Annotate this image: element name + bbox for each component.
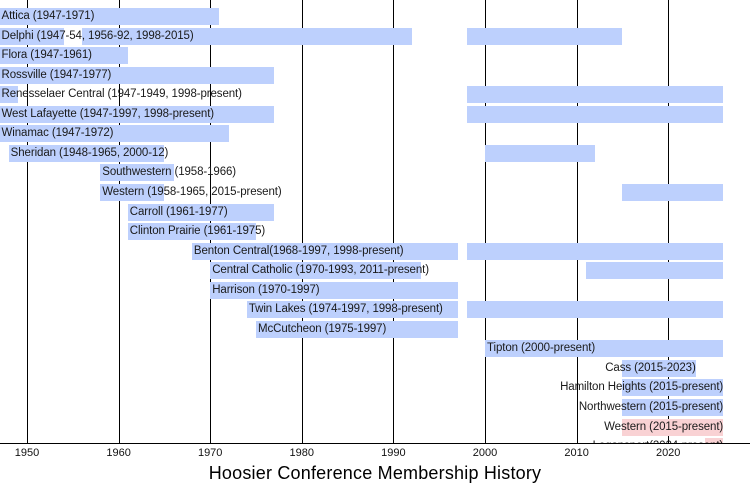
x-axis-baseline (0, 443, 750, 444)
x-tick-label-1960: 1960 (106, 447, 131, 459)
timeline-bar[interactable] (466, 105, 724, 123)
x-tick-label-2010: 2010 (564, 447, 589, 459)
timeline-bar[interactable] (0, 27, 64, 45)
timeline-row[interactable]: Central Catholic (1970-1993, 2011-presen… (0, 262, 750, 280)
timeline-bar[interactable] (704, 438, 724, 443)
timeline-row-label: Harrison (1970-1997) (212, 283, 320, 296)
timeline-bar[interactable] (466, 242, 724, 260)
gridline-2010 (576, 0, 578, 443)
timeline-row[interactable]: Tipton (2000-present) (0, 340, 750, 358)
timeline-row[interactable]: Clinton Prairie (1961-1975) (0, 223, 750, 241)
timeline-row[interactable]: Rossville (1947-1977) (0, 66, 750, 84)
gridline-2020 (668, 0, 670, 443)
timeline-bar[interactable] (81, 27, 412, 45)
timeline-bar[interactable] (585, 262, 724, 280)
timeline-row-label: McCutcheon (1975-1997) (258, 322, 387, 335)
timeline-row-label: Western (1958-1965, 2015-present) (102, 185, 282, 198)
timeline-row[interactable]: Hamilton Heights (2015-present) (0, 379, 750, 397)
timeline-row-label: Twin Lakes (1974-1997, 1998-present) (248, 303, 443, 316)
timeline-bar[interactable] (0, 47, 128, 65)
gridline-1960 (118, 0, 120, 443)
timeline-bar[interactable] (127, 203, 275, 221)
timeline-row[interactable]: Logansport(2024-present) (0, 438, 750, 443)
timeline-row-label: Clinton Prairie (1961-1975) (129, 225, 266, 238)
timeline-row-label: Flora (1947-1961) (1, 49, 92, 62)
timeline-bar[interactable] (485, 340, 724, 358)
timeline-bar[interactable] (622, 183, 724, 201)
chart-title: Hoosier Conference Membership History (208, 463, 542, 483)
x-tick-label-1970: 1970 (197, 447, 223, 459)
timeline-row[interactable]: Benton Central(1968-1997, 1998-present) (0, 242, 750, 260)
gridline-1970 (210, 0, 212, 443)
timeline-row-label: Rossville (1947-1977) (1, 68, 112, 81)
timeline-bar[interactable] (0, 66, 275, 84)
timeline-bar[interactable] (210, 281, 458, 299)
timeline-row[interactable]: McCutcheon (1975-1997) (0, 320, 750, 338)
timeline-bar[interactable] (485, 144, 595, 162)
timeline-row[interactable]: Harrison (1970-1997) (0, 281, 750, 299)
timeline-bar[interactable] (0, 105, 275, 123)
timeline-bar[interactable] (100, 183, 165, 201)
timeline-row[interactable]: Western (2015-present) (0, 418, 750, 436)
timeline-bar[interactable] (466, 86, 724, 104)
timeline-bar[interactable] (8, 144, 165, 162)
timeline-row[interactable]: Carroll (1961-1977) (0, 203, 750, 221)
timeline-row-label: Attica (1947-1971) (1, 10, 95, 22)
timeline-row-label: Southwestern (1958-1966) (102, 166, 237, 179)
timeline-bar[interactable] (210, 262, 421, 280)
timeline-bar[interactable] (0, 8, 220, 25)
x-tick-label-2000: 2000 (472, 447, 498, 459)
timeline-bar[interactable] (622, 399, 724, 416)
timeline-row[interactable]: Southwestern (1958-1966) (0, 164, 750, 182)
timeline-row-label: Sheridan (1948-1965, 2000-12) (10, 146, 169, 159)
timeline-bar[interactable] (622, 359, 696, 377)
timeline-row-label: West Lafayette (1947-1997, 1998-present) (1, 107, 215, 120)
plot-area: Attica (1947-1971) Delphi (1947-54, 1956-… (0, 0, 750, 443)
timeline-row-label: Logansport(2024-present) (593, 439, 724, 443)
x-tick-label-1950: 1950 (14, 447, 40, 459)
timeline-row[interactable]: Twin Lakes (1974-1997, 1998-present) (0, 301, 750, 319)
timeline-row-label: Delphi (1947-54, 1956-92, 1998-2015) (1, 29, 194, 42)
timeline-row-label: Carroll (1961-1977) (129, 205, 228, 218)
timeline-row-label: Northwestern (2015-present) (578, 401, 724, 413)
timeline-bar[interactable] (191, 242, 458, 260)
timeline-row-label: Central Catholic (1970-1993, 2011-presen… (212, 264, 429, 277)
timeline-row[interactable]: Attica (1947-1971) (0, 8, 750, 25)
timeline-row-label: Renesselaer Central (1947-1949, 1998-pre… (1, 88, 242, 101)
timeline-row[interactable]: Delphi (1947-54, 1956-92, 1998-2015) (0, 27, 750, 45)
timeline-row[interactable]: Cass (2015-2023) (0, 359, 750, 377)
timeline-row-label: Winamac (1947-1972) (1, 127, 114, 140)
x-tick-label-2020: 2020 (655, 447, 681, 459)
timeline-bar[interactable] (100, 164, 174, 182)
gridline-1990 (393, 0, 395, 443)
timeline-row-label: Western (2015-present) (604, 420, 724, 433)
gridline-1950 (27, 0, 28, 443)
timeline-bar[interactable] (127, 223, 256, 241)
timeline-row[interactable]: West Lafayette (1947-1997, 1998-present) (0, 105, 750, 123)
timeline-bar[interactable] (466, 301, 724, 319)
timeline-row[interactable]: Sheridan (1948-1965, 2000-12) (0, 144, 750, 162)
timeline-bar[interactable] (246, 301, 458, 319)
timeline-row-label: Benton Central(1968-1997, 1998-present) (193, 244, 404, 257)
gridline-2000 (485, 0, 486, 443)
timeline-row-label: Hamilton Heights (2015-present) (560, 381, 724, 394)
timeline-bar[interactable] (622, 418, 724, 436)
x-tick-label-1990: 1990 (381, 447, 406, 459)
timeline-bar[interactable] (0, 86, 18, 104)
timeline-row-label: Tipton (2000-present) (487, 342, 596, 355)
timeline-row[interactable]: Winamac (1947-1972) (0, 125, 750, 143)
timeline-row[interactable]: Flora (1947-1961) (0, 47, 750, 65)
timeline-row[interactable]: Renesselaer Central (1947-1949, 1998-pre… (0, 86, 750, 104)
gridline-1980 (301, 0, 303, 443)
timeline-bar[interactable] (466, 27, 623, 45)
timeline-row[interactable]: Northwestern (2015-present) (0, 399, 750, 416)
x-tick-label-1980: 1980 (289, 447, 315, 459)
timeline-bar[interactable] (622, 379, 724, 397)
timeline-row-label: Cass (2015-2023) (605, 361, 696, 374)
timeline-bar[interactable] (256, 320, 458, 338)
timeline-row[interactable]: Western (1958-1965, 2015-present) (0, 183, 750, 201)
timeline-bar[interactable] (0, 125, 229, 143)
